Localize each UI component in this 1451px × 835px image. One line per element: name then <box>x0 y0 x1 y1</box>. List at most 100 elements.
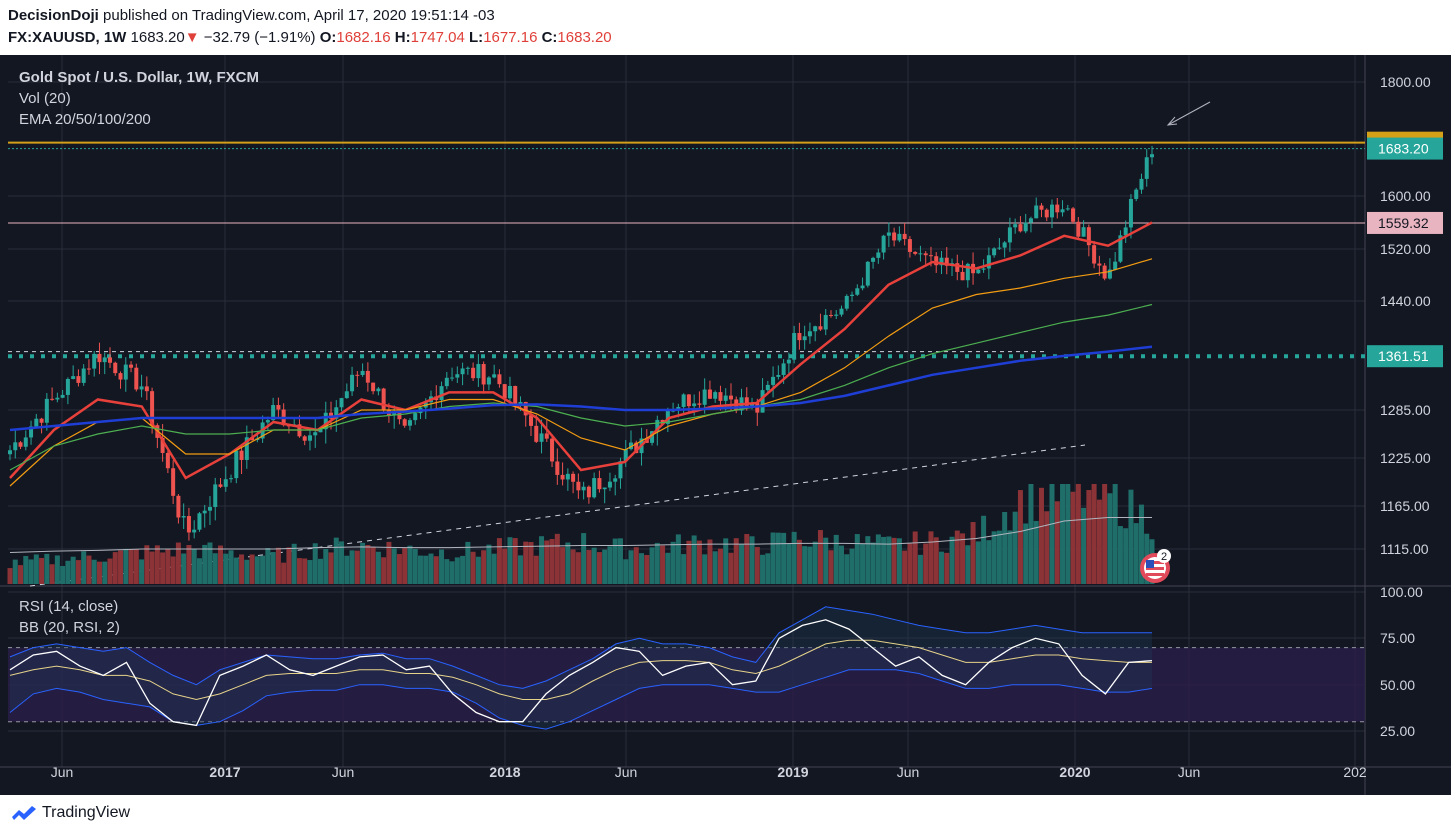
volume-bar-116 <box>617 538 623 584</box>
ema-50-line <box>9 258 1153 487</box>
price-label-2[interactable]: 1559.32 <box>1367 211 1443 234</box>
volume-bar-149 <box>791 531 797 584</box>
candle-0 <box>8 445 12 461</box>
candle-168 <box>892 227 897 247</box>
volume-legend[interactable]: Vol (20) <box>19 90 71 107</box>
trendline[interactable] <box>29 444 1086 587</box>
candle-14 <box>81 364 86 386</box>
candle-32 <box>176 494 181 524</box>
candle-body-149 <box>792 333 797 360</box>
chart-canvas[interactable]: 1800.00 1600.00 1520.00 1440.00 1285.00 1225.… <box>0 55 1451 795</box>
volume-bar-107 <box>570 549 576 584</box>
candle-13 <box>76 369 81 387</box>
candle-167 <box>886 222 891 248</box>
volume-bar-48 <box>260 555 266 584</box>
annotation-arrow[interactable] <box>1167 101 1211 126</box>
symbol-label[interactable]: FX:XAUUSD, 1W <box>8 29 127 46</box>
candle-body-196 <box>1039 205 1044 210</box>
candle-body-37 <box>202 510 207 514</box>
horizontal-levels[interactable] <box>8 141 1365 587</box>
candle-23 <box>129 361 134 373</box>
volume-bar-205 <box>1086 490 1092 584</box>
time-axis[interactable]: Jun 2017 Jun 2018 Jun 2019 Jun 2020 Jun 202 <box>51 764 1367 780</box>
candle-body-35 <box>192 529 197 533</box>
candle-body-34 <box>186 516 191 533</box>
volume-bar-97 <box>517 555 523 584</box>
candle-body-96 <box>513 386 518 405</box>
volume-bar-113 <box>602 549 608 584</box>
volume-bar-156 <box>828 550 834 584</box>
volume-bar-45 <box>244 559 250 584</box>
rsi-tick-label: 50.00 <box>1380 677 1415 693</box>
volume-bar-58 <box>312 543 318 584</box>
symbol-legend[interactable]: Gold Spot / U.S. Dollar, 1W, FXCM <box>19 69 259 86</box>
candle-body-137 <box>728 395 733 400</box>
volume-bar-76 <box>407 545 413 584</box>
volume-bar-2 <box>18 565 24 584</box>
candle-190 <box>1007 217 1012 252</box>
price-label-1[interactable]: 1683.20 <box>1367 137 1443 160</box>
candle-body-113 <box>602 487 607 490</box>
price-label-text-2: 1559.32 <box>1378 215 1429 231</box>
volume-bar-19 <box>107 558 113 584</box>
candle-191 <box>1013 218 1018 234</box>
volume-bar-59 <box>317 558 323 584</box>
volume-bar-12 <box>70 556 76 584</box>
candle-body-143 <box>760 390 765 413</box>
candle-body-3 <box>23 437 28 447</box>
candle-170 <box>902 223 907 246</box>
candle-57 <box>307 429 312 451</box>
price-tick-label: 1440.00 <box>1380 293 1431 309</box>
volume-bar-118 <box>628 550 634 584</box>
candle-body-75 <box>402 419 407 426</box>
candle-body-15 <box>86 368 91 370</box>
candle-body-43 <box>234 450 239 479</box>
volume-bar-95 <box>507 537 513 584</box>
candle-149 <box>792 325 797 364</box>
candle-body-65 <box>350 374 355 392</box>
candle-body-153 <box>813 326 818 332</box>
candle-body-82 <box>439 386 444 401</box>
volume-bar-17 <box>96 561 102 584</box>
volume-bar-177 <box>938 551 944 584</box>
candle-body-133 <box>707 389 712 399</box>
candle-body-166 <box>881 235 886 253</box>
ohlc-info: FX:XAUUSD, 1W 1683.20▼ −32.79 (−1.91%) O… <box>8 29 612 46</box>
candle-64 <box>344 383 349 399</box>
ema-legend[interactable]: EMA 20/50/100/200 <box>19 111 151 128</box>
candle-body-101 <box>539 433 544 442</box>
volume-bar-0 <box>7 568 13 584</box>
candle-17 <box>97 342 102 375</box>
tradingview-brand[interactable]: TradingView <box>42 804 131 821</box>
us-flag-event-icon[interactable]: 2 <box>1140 549 1171 583</box>
candle-20 <box>113 361 118 376</box>
bb-lower-line <box>9 669 1153 730</box>
candle-body-157 <box>834 314 839 316</box>
volume-bar-168 <box>891 537 897 584</box>
rsi-legend[interactable]: RSI (14, close) <box>19 598 118 615</box>
candle-body-99 <box>529 415 534 426</box>
candle-body-186 <box>986 255 991 269</box>
price-axis[interactable]: 1800.00 1600.00 1520.00 1440.00 1285.00 1225.… <box>1367 74 1443 739</box>
tradingview-logo-icon[interactable] <box>10 803 38 823</box>
volume-bar-123 <box>654 542 660 584</box>
author-name[interactable]: DecisionDoji <box>8 7 99 24</box>
volume-bar-101 <box>539 536 545 584</box>
candle-body-89 <box>476 364 481 379</box>
candle-19 <box>107 347 112 368</box>
price-label-3[interactable]: 1361.51 <box>1367 345 1443 368</box>
bb-legend[interactable]: BB (20, RSI, 2) <box>19 619 120 636</box>
price-tick-label: 1225.00 <box>1380 450 1431 466</box>
candle-100 <box>534 414 539 444</box>
candle-body-94 <box>502 384 507 399</box>
candle-body-123 <box>655 419 660 432</box>
volume-bar-62 <box>333 537 339 584</box>
volume-bar-110 <box>586 550 592 584</box>
bb-fill <box>10 606 1152 730</box>
candle-body-156 <box>828 314 833 316</box>
volume-bar-120 <box>639 553 645 584</box>
candle-10 <box>60 390 65 399</box>
candle-body-1 <box>13 442 18 451</box>
volume-bar-117 <box>623 559 629 584</box>
candle-89 <box>476 354 481 387</box>
